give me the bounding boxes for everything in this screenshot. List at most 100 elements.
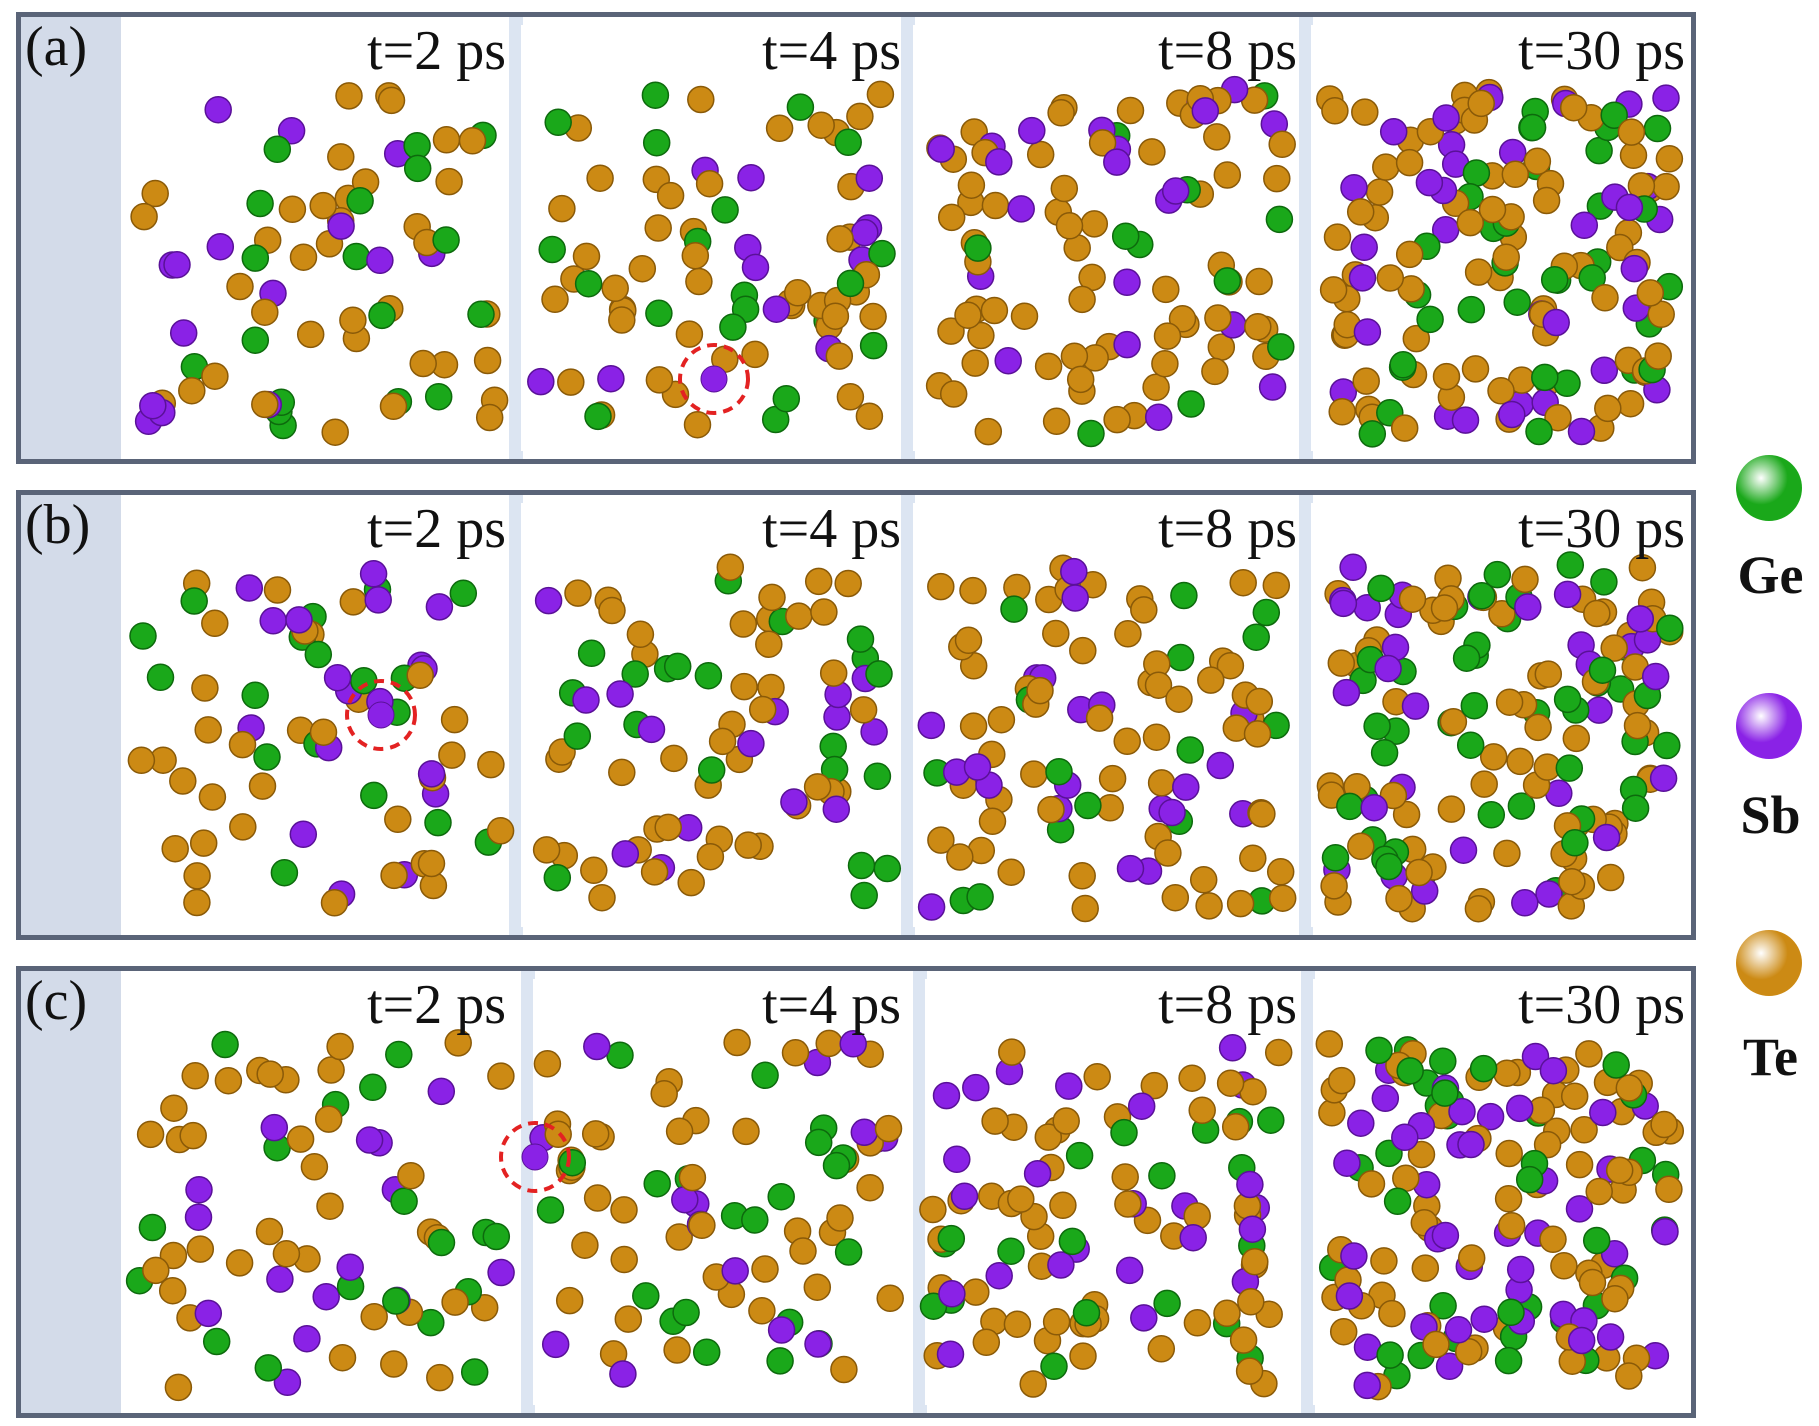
te-atom <box>339 306 367 334</box>
te-atom <box>1411 1254 1440 1282</box>
ge-atom <box>834 1238 863 1266</box>
sb-atom <box>367 701 395 729</box>
sb-atom <box>273 1368 302 1397</box>
sb-atom <box>359 560 388 588</box>
row-c: (c) t=2 ps t=4 ps t=8 ps t=30 ps <box>16 966 1696 1418</box>
time-label: t=4 ps <box>762 498 901 560</box>
te-atom <box>1323 223 1352 251</box>
te-atom <box>783 279 812 307</box>
te-atom <box>1034 1123 1063 1151</box>
te-atom <box>1068 862 1096 890</box>
ge-legend-label: Ge <box>1737 545 1804 605</box>
te-atom <box>1492 243 1520 271</box>
te-atom <box>972 1328 1001 1357</box>
sb-atom <box>266 1265 294 1293</box>
te-atom <box>1407 1140 1436 1169</box>
sb-atom <box>839 1030 867 1058</box>
te-atom <box>803 1273 832 1301</box>
te-atom <box>1263 164 1291 193</box>
sb-atom <box>1585 696 1613 724</box>
te-atom <box>136 1120 165 1149</box>
ge-atom <box>767 1182 795 1211</box>
te-atom <box>1213 161 1242 189</box>
te-atom <box>194 716 222 744</box>
sb-atom <box>855 164 884 192</box>
te-atom <box>1652 172 1680 201</box>
sb-atom <box>1652 84 1680 112</box>
sb-atom <box>572 686 600 714</box>
ge-atom <box>1267 333 1295 361</box>
te-atom <box>1585 1177 1613 1206</box>
ge-atom <box>1363 712 1391 741</box>
ge-atom <box>1072 1299 1101 1327</box>
te-atom <box>360 1302 388 1331</box>
te-atom <box>183 888 211 917</box>
te-atom <box>1262 571 1291 600</box>
te-atom <box>1147 769 1176 797</box>
sb-atom <box>1589 1098 1617 1127</box>
te-atom <box>954 301 982 329</box>
sb-atom <box>1431 1221 1460 1250</box>
te-atom <box>716 553 745 581</box>
atom-layer <box>127 551 1684 923</box>
te-atom <box>1493 1059 1521 1087</box>
te-atom <box>278 195 307 224</box>
ge-atom <box>1375 852 1403 881</box>
te-atom <box>1161 883 1190 912</box>
te-atom <box>927 572 955 601</box>
sb-atom <box>1347 1109 1375 1137</box>
row-strip <box>21 971 121 1413</box>
te-atom <box>1327 649 1356 677</box>
te-atom <box>1327 1066 1356 1095</box>
te-atom <box>1437 795 1466 823</box>
ge-atom <box>460 1358 489 1386</box>
ge-atom <box>1600 101 1628 129</box>
te-atom <box>409 349 437 378</box>
te-atom <box>548 194 576 223</box>
row-strip <box>21 495 121 935</box>
ge-atom <box>1265 205 1294 234</box>
sb-atom <box>1333 1149 1361 1177</box>
te-atom <box>1600 634 1628 662</box>
te-atom <box>532 836 561 864</box>
te-atom <box>320 889 349 917</box>
te-atom <box>229 813 257 841</box>
te-atom <box>1197 666 1225 694</box>
te-atom <box>654 813 682 842</box>
te-atom <box>181 1062 209 1090</box>
time-label: t=2 ps <box>367 498 506 560</box>
te-atom <box>1116 96 1145 125</box>
te-atom <box>1457 1244 1486 1272</box>
sb-atom <box>327 212 355 240</box>
te-atom <box>1617 118 1646 146</box>
sb-atom <box>1172 773 1200 801</box>
sb-atom <box>1457 1130 1485 1159</box>
ge-atom <box>1148 1161 1176 1190</box>
sb-atom <box>1144 403 1173 431</box>
sb-atom <box>1641 662 1670 691</box>
te-atom <box>438 741 466 769</box>
sb-atom <box>1498 400 1526 429</box>
te-atom <box>765 114 794 143</box>
te-atom <box>598 596 626 625</box>
te-atom <box>1189 866 1218 894</box>
sb-legend-dot <box>1736 693 1802 759</box>
ge-atom <box>1643 114 1672 143</box>
ge-atom <box>1045 757 1073 786</box>
sb-atom <box>767 1316 796 1344</box>
te-atom <box>309 191 337 220</box>
ge-atom <box>859 331 888 360</box>
ge-atom <box>1468 582 1496 610</box>
sb-atom <box>994 346 1022 375</box>
ge-atom <box>1170 581 1198 610</box>
te-atom <box>1229 568 1257 597</box>
te-atom <box>214 1066 243 1095</box>
sb-atom <box>527 367 555 396</box>
te-atom <box>981 191 1010 220</box>
ge-atom <box>584 402 612 431</box>
ge-atom <box>643 1169 671 1198</box>
te-atom <box>1644 342 1672 370</box>
te-atom <box>272 1240 301 1268</box>
te-atom <box>1049 1191 1077 1220</box>
ge-atom <box>766 1347 794 1375</box>
